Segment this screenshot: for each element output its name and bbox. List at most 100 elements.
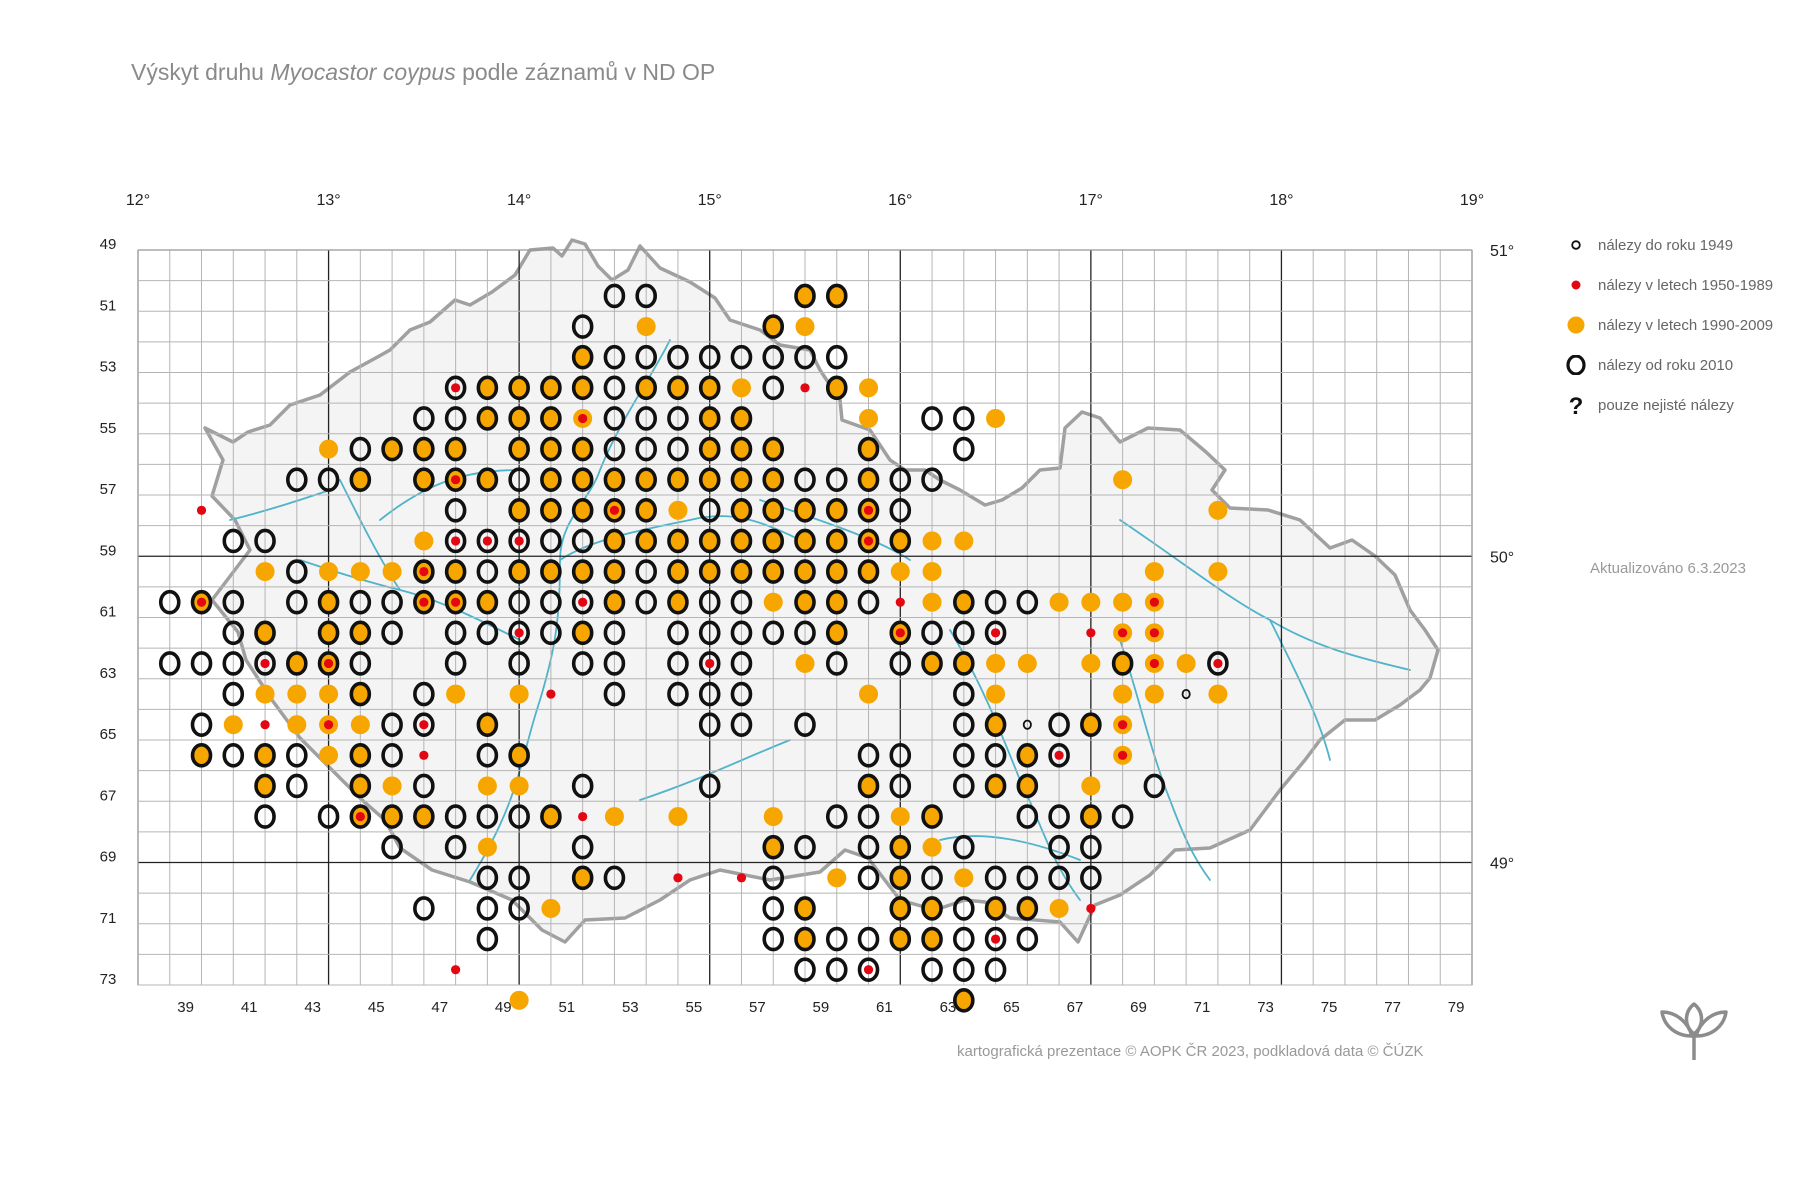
red-dot xyxy=(705,658,715,669)
red-dot xyxy=(609,505,620,515)
orange-dot xyxy=(795,317,815,337)
black-ring xyxy=(730,344,753,370)
black-ring xyxy=(571,620,594,646)
orange-dot xyxy=(954,653,974,673)
black-ring-icon xyxy=(1560,354,1592,376)
orange-dot xyxy=(700,470,720,490)
black-ring xyxy=(444,804,467,829)
orange-dot xyxy=(541,378,561,398)
black-ring xyxy=(1016,896,1039,921)
black-ring xyxy=(571,528,594,554)
black-ring xyxy=(508,804,530,829)
orange-dot xyxy=(986,684,1006,704)
orange-dot xyxy=(1144,562,1164,582)
black-ring xyxy=(508,865,530,891)
row-label: 73 xyxy=(100,971,117,988)
orange-dot xyxy=(827,562,847,582)
red-dot xyxy=(863,536,874,546)
orange-dot xyxy=(477,592,497,612)
black-ring xyxy=(953,988,975,1013)
orange-dot xyxy=(319,623,339,643)
orange-dot xyxy=(763,500,783,520)
orange-dot xyxy=(509,408,529,428)
black-ring xyxy=(953,957,975,982)
red-dot xyxy=(419,750,429,760)
black-ring xyxy=(476,589,499,615)
red-dot xyxy=(578,811,588,822)
black-ring xyxy=(476,865,499,891)
red-dot xyxy=(895,628,905,638)
orange-dot xyxy=(954,868,974,888)
black-ring xyxy=(413,406,435,431)
orange-dot xyxy=(795,592,815,612)
black-ring xyxy=(571,314,594,339)
black-ring xyxy=(349,620,372,646)
black-ring xyxy=(603,498,626,523)
longitude-label: 19° xyxy=(1460,192,1484,209)
black-ring xyxy=(1048,743,1070,768)
orange-dot xyxy=(922,929,942,949)
orange-dot xyxy=(1208,500,1228,520)
black-ring xyxy=(1111,651,1134,676)
river xyxy=(939,835,1081,861)
black-ring xyxy=(254,651,276,676)
red-dot xyxy=(196,505,207,515)
black-ring xyxy=(698,589,721,615)
black-ring xyxy=(667,467,689,492)
black-ring xyxy=(762,926,785,952)
black-ring xyxy=(825,344,848,370)
black-ring xyxy=(1016,589,1039,615)
legend-item-uncertain: ? pouze nejisté nálezy xyxy=(1560,393,1734,420)
orange-dot xyxy=(731,408,751,428)
orange-dot xyxy=(827,378,847,398)
black-ring xyxy=(1143,773,1166,799)
black-ring xyxy=(730,559,753,584)
black-ring xyxy=(444,559,467,584)
orange-dot xyxy=(668,500,688,520)
orange-dot xyxy=(350,776,370,796)
orange-dot xyxy=(446,439,466,459)
orange-dot xyxy=(763,317,783,337)
orange-dot xyxy=(319,684,339,704)
black-ring xyxy=(889,651,912,676)
orange-dot xyxy=(636,470,656,490)
black-ring xyxy=(381,712,403,737)
black-ring xyxy=(984,773,1007,799)
legend-item-since-2010: nálezy od roku 2010 xyxy=(1560,354,1733,376)
red-dot xyxy=(451,536,461,546)
column-label: 75 xyxy=(1321,999,1338,1016)
black-ring xyxy=(794,528,816,554)
red-dot xyxy=(451,475,461,485)
black-ring xyxy=(794,620,816,646)
black-ring xyxy=(857,834,880,860)
orange-dot xyxy=(350,623,370,643)
svg-text:?: ? xyxy=(1569,395,1584,419)
black-ring xyxy=(508,436,530,462)
black-ring xyxy=(857,743,880,768)
small-ring xyxy=(1181,688,1191,700)
orange-dot xyxy=(604,807,624,827)
black-ring xyxy=(762,528,785,554)
orange-dot xyxy=(890,807,910,827)
black-ring xyxy=(476,896,499,921)
orange-dot xyxy=(1113,653,1133,673)
orange-dot xyxy=(255,623,275,643)
black-ring xyxy=(571,773,594,799)
black-ring xyxy=(984,620,1007,646)
black-ring xyxy=(857,865,880,891)
orange-dot xyxy=(922,898,942,918)
black-ring xyxy=(540,620,562,646)
black-ring xyxy=(857,528,880,554)
black-ring xyxy=(698,651,721,676)
black-ring xyxy=(762,375,785,401)
orange-dot xyxy=(573,500,593,520)
black-ring xyxy=(889,834,912,860)
orange-dot xyxy=(795,531,815,551)
black-ring xyxy=(984,712,1007,737)
red-dot xyxy=(673,873,683,883)
black-ring xyxy=(794,344,816,370)
orange-dot xyxy=(890,868,910,888)
legend-item-1950-1989: nálezy v letech 1950-1989 xyxy=(1560,275,1773,295)
orange-dot xyxy=(509,684,529,704)
aopk-logo-icon xyxy=(1660,1002,1728,1060)
